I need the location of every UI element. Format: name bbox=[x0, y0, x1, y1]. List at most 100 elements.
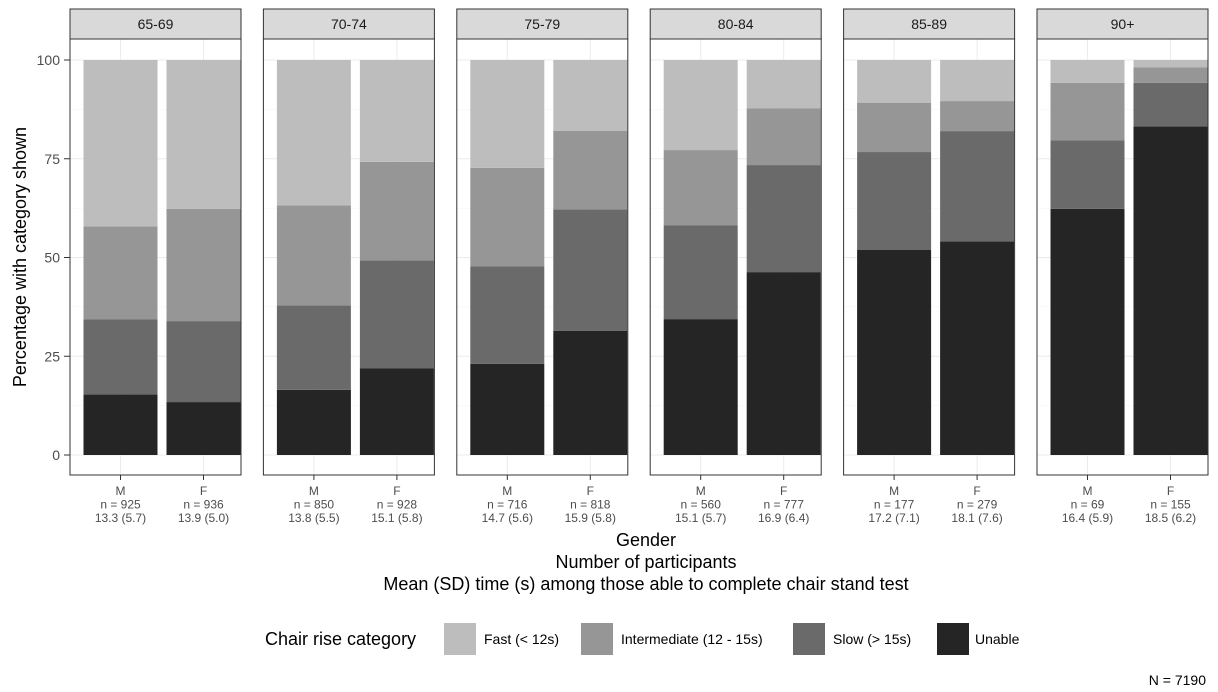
bar-75-79-f bbox=[553, 60, 628, 455]
y-tick-label: 75 bbox=[44, 151, 60, 167]
bar-segment-unable bbox=[166, 402, 241, 455]
bar-segment-unable bbox=[359, 368, 434, 455]
x-tick-label-gender: M bbox=[889, 484, 899, 498]
x-tick-label-mean-sd: 16.9 (6.4) bbox=[758, 511, 809, 525]
bar-segment-intermediate-12-15s bbox=[857, 102, 932, 153]
bar-segment-unable bbox=[276, 389, 351, 455]
x-tick-label-mean-sd: 15.9 (5.8) bbox=[565, 511, 616, 525]
bar-segment-intermediate-12-15s bbox=[553, 130, 628, 210]
bar-70-74-m bbox=[276, 60, 351, 455]
x-tick-label-gender: F bbox=[393, 484, 400, 498]
bar-segment-slow-15s bbox=[359, 260, 434, 369]
y-axis: 0 25 50 75 100 bbox=[37, 52, 70, 463]
bar-segment-slow-15s bbox=[663, 225, 738, 320]
x-axis-title-line-3: Mean (SD) time (s) among those able to c… bbox=[383, 574, 908, 594]
bar-segment-unable bbox=[1050, 208, 1125, 455]
bar-segment-slow-15s bbox=[166, 321, 241, 403]
bar-segment-slow-15s bbox=[857, 152, 932, 250]
bar-segment-unable bbox=[553, 330, 628, 455]
legend-key bbox=[581, 623, 613, 655]
legend-key bbox=[937, 623, 969, 655]
x-tick-label-mean-sd: 14.7 (5.6) bbox=[482, 511, 533, 525]
bar-segment-fast-12s bbox=[470, 60, 545, 168]
bar-segment-intermediate-12-15s bbox=[1133, 67, 1208, 83]
bar-80-84-m bbox=[663, 60, 738, 455]
bar-70-74-f bbox=[359, 60, 434, 455]
bar-segment-fast-12s bbox=[83, 60, 158, 227]
bar-segment-intermediate-12-15s bbox=[83, 226, 158, 320]
x-tick-label-mean-sd: 13.9 (5.0) bbox=[178, 511, 229, 525]
x-tick-label-n: n = 716 bbox=[487, 498, 528, 512]
bar-segment-intermediate-12-15s bbox=[276, 205, 351, 306]
legend-item-intermediate-12-15s: Intermediate (12 - 15s) bbox=[581, 623, 763, 655]
x-tick-label-n: n = 177 bbox=[874, 498, 915, 512]
bar-segment-fast-12s bbox=[166, 60, 241, 209]
bar-segment-unable bbox=[663, 319, 738, 455]
x-tick-label-gender: M bbox=[502, 484, 512, 498]
x-tick-label-mean-sd: 18.1 (7.6) bbox=[951, 511, 1002, 525]
facet-strip bbox=[649, 8, 822, 40]
x-tick-label-n: n = 850 bbox=[294, 498, 335, 512]
facet-strip bbox=[843, 8, 1016, 40]
facet-strip-label: 70-74 bbox=[331, 16, 367, 32]
legend-label: Intermediate (12 - 15s) bbox=[621, 631, 763, 647]
legend-key bbox=[444, 623, 476, 655]
x-tick-label-mean-sd: 13.3 (5.7) bbox=[95, 511, 146, 525]
x-tick-label-mean-sd: 17.2 (7.1) bbox=[868, 511, 919, 525]
bar-segment-fast-12s bbox=[359, 60, 434, 162]
bar-segment-intermediate-12-15s bbox=[470, 167, 545, 267]
bar-segment-unable bbox=[746, 272, 821, 455]
bar-segment-fast-12s bbox=[940, 60, 1015, 102]
x-tick-label-gender: F bbox=[200, 484, 207, 498]
facet-strip-label: 80-84 bbox=[718, 16, 754, 32]
bar-segment-unable bbox=[83, 394, 158, 455]
legend-item-unable: Unable bbox=[937, 623, 1020, 655]
panel-border bbox=[843, 38, 1016, 476]
bar-90-f bbox=[1133, 60, 1208, 456]
x-tick-label-n: n = 69 bbox=[1071, 498, 1105, 512]
x-tick-label-n: n = 936 bbox=[183, 498, 224, 512]
facet-strip-label: 90+ bbox=[1111, 16, 1135, 32]
facet-strip-label: 75-79 bbox=[524, 16, 560, 32]
facet-strip-label: 85-89 bbox=[911, 16, 947, 32]
bar-segment-fast-12s bbox=[1133, 60, 1208, 68]
y-tick-label: 0 bbox=[52, 447, 60, 463]
bar-segment-unable bbox=[940, 241, 1015, 455]
caption: N = 7190 bbox=[1149, 672, 1206, 688]
bar-segment-fast-12s bbox=[1050, 60, 1125, 83]
facet-strip-label: 65-69 bbox=[138, 16, 174, 32]
bar-segment-slow-15s bbox=[746, 165, 821, 273]
x-tick-label-n: n = 777 bbox=[764, 498, 805, 512]
legend-item-slow-15s: Slow (> 15s) bbox=[793, 623, 911, 655]
bar-segment-slow-15s bbox=[553, 209, 628, 331]
bar-segment-slow-15s bbox=[940, 131, 1015, 242]
x-tick-label-mean-sd: 13.8 (5.5) bbox=[288, 511, 339, 525]
facet-strip bbox=[262, 8, 435, 40]
facet-strip bbox=[1036, 8, 1209, 40]
panel-border bbox=[1036, 38, 1209, 476]
bar-segment-fast-12s bbox=[746, 60, 821, 109]
x-tick-label-gender: F bbox=[780, 484, 787, 498]
bar-segment-fast-12s bbox=[276, 60, 351, 206]
bar-85-89-f bbox=[940, 60, 1015, 455]
x-tick-label-n: n = 155 bbox=[1150, 498, 1191, 512]
bar-segment-intermediate-12-15s bbox=[166, 208, 241, 322]
bar-segment-unable bbox=[857, 249, 932, 455]
facet-strip bbox=[69, 8, 242, 40]
bar-segment-fast-12s bbox=[857, 60, 932, 103]
x-tick-label-mean-sd: 18.5 (6.2) bbox=[1145, 511, 1196, 525]
y-tick-label: 50 bbox=[44, 250, 60, 266]
bar-segment-slow-15s bbox=[470, 266, 545, 364]
x-tick-label-gender: F bbox=[1167, 484, 1174, 498]
bar-65-69-f bbox=[166, 60, 241, 455]
x-tick-label-mean-sd: 16.4 (5.9) bbox=[1062, 511, 1113, 525]
bar-90-m bbox=[1050, 60, 1125, 455]
